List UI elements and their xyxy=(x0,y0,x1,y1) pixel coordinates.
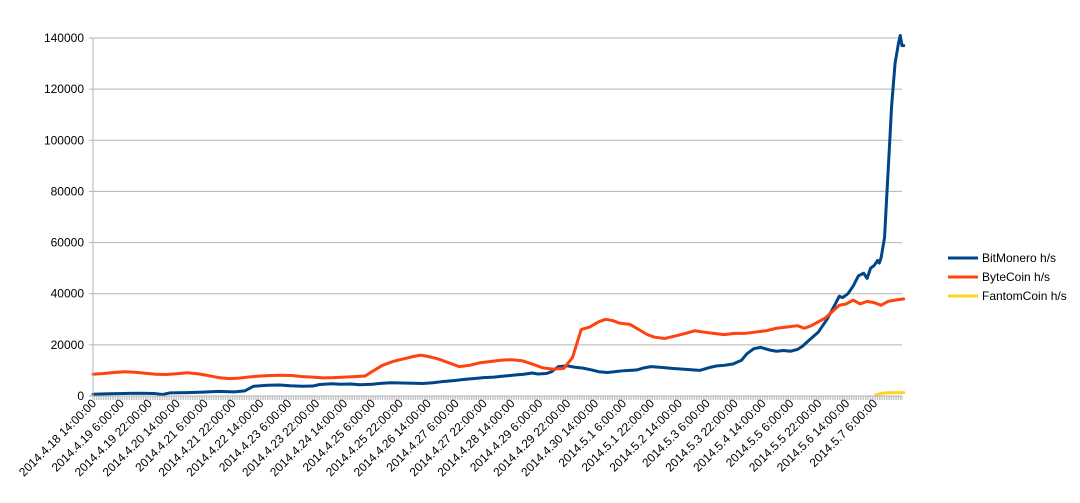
legend: BitMonero h/s ByteCoin h/s FantomCoin h/s xyxy=(948,251,1067,303)
y-axis-tick-labels: 0 20000 40000 60000 80000 100000 120000 140000 xyxy=(44,31,84,403)
y-tick-label: 80000 xyxy=(51,184,85,198)
y-tick-label: 100000 xyxy=(44,133,84,147)
y-tick-label: 140000 xyxy=(44,31,84,45)
y-tick-label: 40000 xyxy=(51,287,85,301)
series-line-1 xyxy=(91,297,906,381)
y-tick-label: 20000 xyxy=(51,338,85,352)
series-lines xyxy=(91,33,906,397)
legend-label: FantomCoin h/s xyxy=(982,289,1067,303)
y-tick-label: 120000 xyxy=(44,82,84,96)
y-tick-label: 60000 xyxy=(51,236,85,250)
gridlines xyxy=(93,37,902,346)
axes xyxy=(89,37,903,400)
y-tick-label: 0 xyxy=(77,389,84,403)
legend-label: BitMonero h/s xyxy=(982,251,1056,265)
series-line-0 xyxy=(91,33,906,396)
legend-label: ByteCoin h/s xyxy=(982,270,1050,284)
series-line-2 xyxy=(874,391,906,397)
